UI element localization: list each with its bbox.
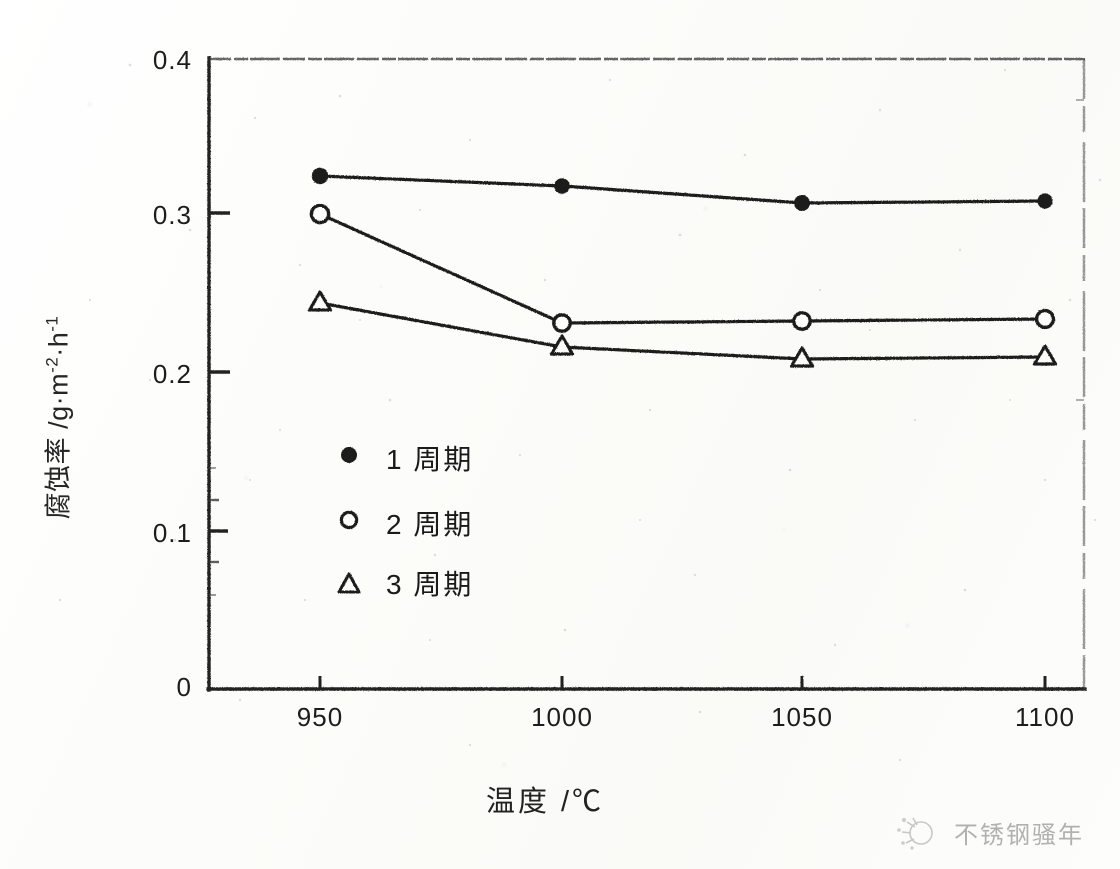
legend-label-3: 3 周期 — [386, 569, 474, 600]
legend-item-1: 1 周期 — [386, 438, 473, 478]
x-tick-label-1100: 1100 — [1015, 702, 1075, 732]
y-axis-ticks — [209, 211, 230, 596]
series-3-周期 — [307, 290, 1058, 368]
watermark-text: 不锈钢骚年 — [954, 821, 1084, 849]
plot-frame — [206, 56, 1087, 692]
x-axis-ticks — [318, 676, 1047, 689]
x-tick-label-950: 950 — [296, 702, 344, 732]
legend-marker-open-circle — [339, 510, 359, 530]
y-axis-title-mid: ·h — [43, 331, 74, 357]
y-tick-label-0.4: 0.4 — [152, 45, 192, 75]
legend-markers — [337, 447, 361, 594]
series-2-周期 — [309, 203, 1056, 333]
legend-marker-open-triangle — [337, 572, 361, 594]
series-1-周期 — [311, 167, 1053, 211]
y-tick-label-0.3: 0.3 — [152, 200, 192, 230]
right-axis-ticks — [1076, 99, 1084, 401]
watermark: 不锈钢骚年 — [895, 812, 1084, 852]
legend-item-3: 3 周期 — [386, 563, 473, 603]
y-tick-label-0.2: 0.2 — [152, 359, 192, 389]
x-axis-title: 温度 /℃ — [485, 786, 605, 818]
x-tick-label-1050: 1050 — [771, 702, 833, 732]
y-tick-label-0: 0 — [176, 672, 192, 702]
flower-logo-icon — [897, 817, 933, 850]
x-tick-label-1000: 1000 — [531, 702, 593, 732]
legend-item-2: 2 周期 — [386, 503, 473, 543]
legend-marker-filled-circle — [341, 447, 357, 463]
legend-label-1: 1 周期 — [386, 444, 474, 475]
y-axis-title-exp2: -1 — [42, 315, 62, 332]
y-axis-title: 腐蚀率 /g·m-2·h-1 — [37, 258, 76, 578]
legend-label-2: 2 周期 — [386, 509, 474, 540]
y-axis-title-exp1: -2 — [42, 356, 62, 373]
y-axis-title-main: 腐蚀率 /g·m — [43, 372, 74, 520]
y-tick-label-0.1: 0.1 — [152, 518, 192, 548]
